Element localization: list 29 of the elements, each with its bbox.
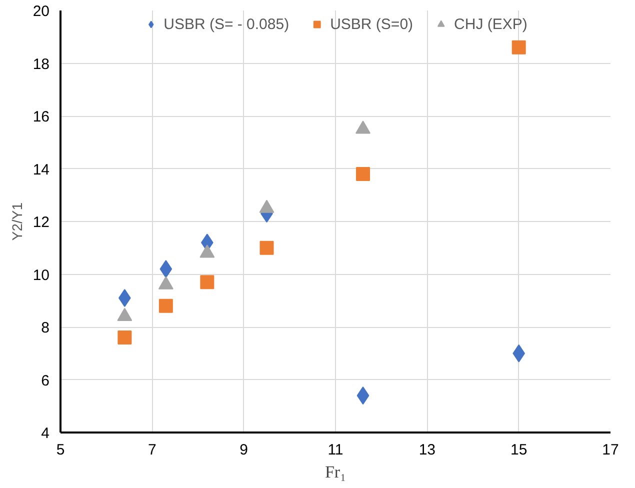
y-tick-label: 16 <box>32 108 50 126</box>
point <box>118 330 132 345</box>
y-tick-label: 4 <box>41 425 50 442</box>
y-tick-label: 6 <box>41 372 50 390</box>
x-tick-label: 11 <box>328 442 344 458</box>
point <box>158 298 173 313</box>
y-tick-label: 20 <box>32 3 50 20</box>
point <box>200 275 214 290</box>
point <box>512 40 526 54</box>
point <box>260 240 274 255</box>
legend-label: CHJ (EXP) <box>454 16 528 32</box>
x-axis-title: Fr₁ <box>324 462 346 482</box>
x-tick-label: 13 <box>418 442 436 458</box>
x-tick-label: 5 <box>56 442 65 458</box>
x-tick-label: 15 <box>510 442 528 458</box>
y-tick-label: 12 <box>32 214 50 231</box>
y-tick-label: 18 <box>32 56 50 73</box>
x-tick-label: 7 <box>148 442 156 458</box>
y-tick-label: 8 <box>41 320 50 336</box>
point <box>356 386 370 405</box>
legend-label: USBR (S= - 0.085) <box>164 16 290 32</box>
point <box>356 167 370 182</box>
x-tick-label: 17 <box>602 442 619 458</box>
x-tick-label: 9 <box>240 442 248 458</box>
y-tick-label: 14 <box>32 161 50 178</box>
legend-label: USBR (S=0) <box>330 16 414 32</box>
y-tick-label: 10 <box>32 266 50 284</box>
y-axis-title: Y2/Y1 <box>8 202 25 241</box>
point <box>160 260 172 278</box>
